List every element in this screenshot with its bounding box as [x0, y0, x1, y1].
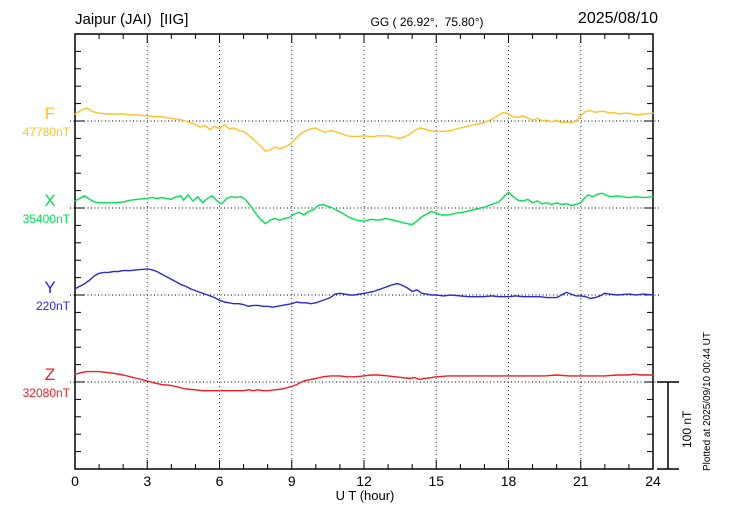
date-label: 2025/08/10: [577, 10, 658, 27]
trace-baseline-value-f: 47780nT: [22, 125, 70, 139]
trace-letter-x: X: [44, 191, 56, 210]
trace-baseline-value-y: 220nT: [35, 299, 70, 313]
scale-bar-label: 100 nT: [680, 410, 694, 448]
trace-x: [74, 191, 654, 226]
x-tick-label: 12: [356, 473, 372, 489]
plotted-at-label: Plotted at 2025/09/10 00:44 UT: [702, 332, 713, 471]
trace-f: [74, 107, 654, 153]
x-tick-label: 3: [143, 473, 152, 489]
trace-letter-z: Z: [44, 365, 56, 384]
x-tick-label: 24: [645, 473, 661, 489]
x-tick-label: 18: [500, 473, 517, 489]
x-tick-label: 6: [215, 473, 224, 489]
x-tick-label: 21: [572, 473, 589, 489]
x-axis-title: U T (hour): [335, 488, 395, 503]
trace-baseline-value-x: 35400nT: [22, 212, 70, 226]
trace-baseline-value-z: 32080nT: [22, 386, 70, 400]
trace-y: [74, 268, 654, 308]
x-tick-label: 15: [428, 473, 445, 489]
trace-letter-f: F: [44, 104, 56, 123]
trace-letter-y: Y: [44, 278, 56, 297]
x-tick-label: 0: [71, 473, 79, 489]
station-title: Jaipur (JAI) [IIG]: [75, 11, 189, 28]
x-tick-label: 9: [287, 473, 296, 489]
plot-frame: [74, 33, 654, 470]
trace-z: [74, 370, 654, 392]
geographic-coords-label: GG ( 26.92°, 75.80°): [370, 15, 484, 29]
